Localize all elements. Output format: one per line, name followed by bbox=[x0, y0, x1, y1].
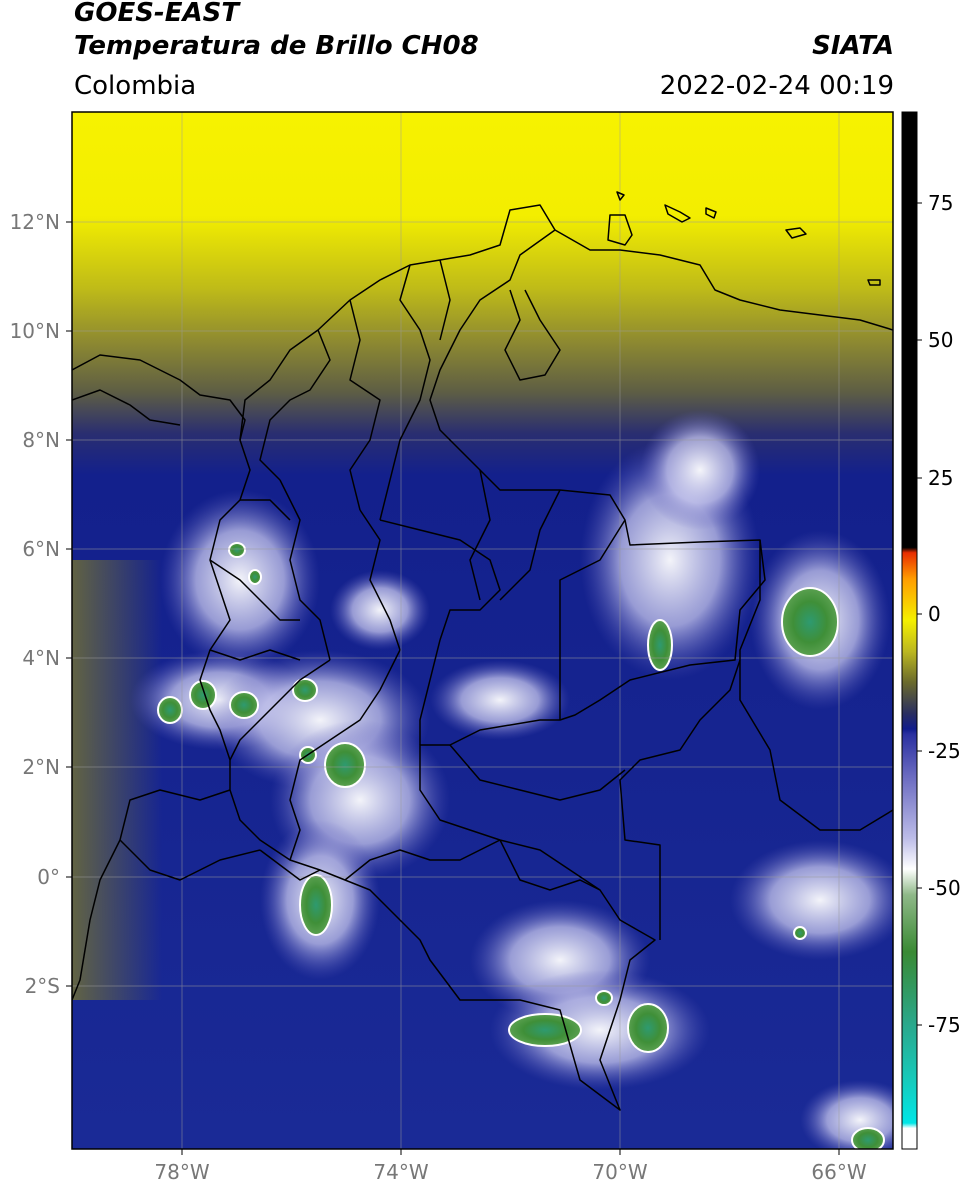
colorbar-ticks bbox=[917, 202, 922, 1026]
lon-tick-label: 70°W bbox=[592, 1160, 648, 1184]
pacific-warm-band bbox=[72, 560, 162, 1000]
map-frame bbox=[71, 111, 894, 1150]
colorbar-tick-label: -50 bbox=[928, 876, 961, 900]
colorbar bbox=[901, 111, 918, 1150]
satellite-title: GOES-EAST bbox=[74, 0, 240, 28]
colorbar-tick-label: -25 bbox=[928, 739, 961, 763]
lat-tick-label: 10°N bbox=[9, 319, 60, 343]
lat-tick-label: 2°S bbox=[24, 974, 60, 998]
colorbar-tick-label: 75 bbox=[928, 191, 954, 215]
lat-tick-label: 6°N bbox=[22, 537, 60, 561]
lon-tick-label: 78°W bbox=[154, 1160, 210, 1184]
map-ticks bbox=[66, 221, 840, 1155]
organization-label: SIATA bbox=[812, 31, 894, 61]
colorbar-tick-label: 0 bbox=[928, 602, 941, 626]
lon-tick-label: 74°W bbox=[373, 1160, 429, 1184]
lat-tick-label: 2°N bbox=[22, 755, 60, 779]
lat-tick-label: 12°N bbox=[9, 210, 60, 234]
colorbar-tick-label: 25 bbox=[928, 466, 954, 490]
grid-lines bbox=[72, 112, 893, 1149]
colorbar-tick-label: -75 bbox=[928, 1013, 961, 1037]
lat-tick-label: 0° bbox=[37, 865, 60, 889]
product-title: Temperatura de Brillo CH08 bbox=[74, 31, 479, 61]
region-label: Colombia bbox=[74, 71, 197, 101]
timestamp-label: 2022-02-24 00:19 bbox=[659, 71, 894, 101]
country-borders bbox=[72, 191, 893, 1111]
lon-tick-label: 66°W bbox=[811, 1160, 867, 1184]
lat-tick-label: 8°N bbox=[22, 428, 60, 452]
colorbar-tick-label: 50 bbox=[928, 328, 954, 352]
cold-cloud-tops bbox=[157, 542, 885, 1149]
lat-tick-label: 4°N bbox=[22, 646, 60, 670]
